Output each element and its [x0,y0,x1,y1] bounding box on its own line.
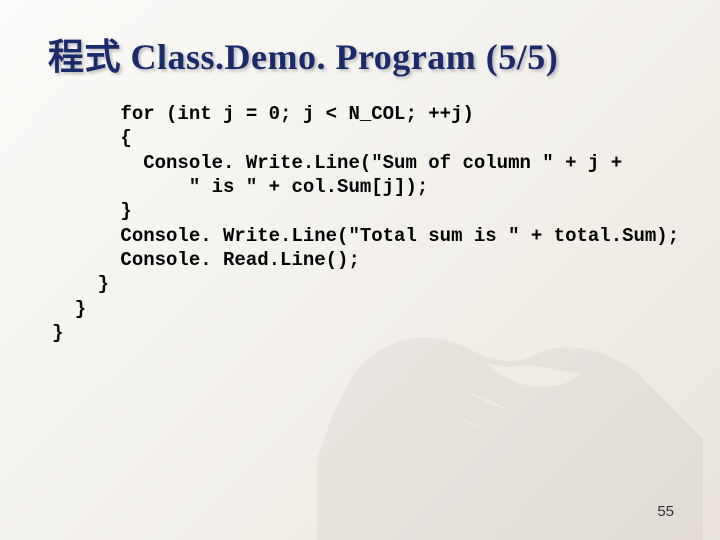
code-line: } [52,322,63,344]
code-line: { [52,127,132,149]
code-line: for (int j = 0; j < N_COL; ++j) [52,103,474,125]
code-line: Console. Write.Line("Total sum is " + to… [52,225,679,247]
code-line: Console. Write.Line("Sum of column " + j… [52,152,622,174]
code-line: } [52,298,86,320]
code-line: Console. Read.Line(); [52,249,360,271]
code-line: } [52,273,109,295]
code-line: " is " + col.Sum[j]); [52,176,428,198]
slide: 程式 Class.Demo. Program (5/5) for (int j … [0,0,720,540]
code-line: } [52,200,132,222]
code-block: for (int j = 0; j < N_COL; ++j) { Consol… [52,102,672,345]
page-number: 55 [657,503,674,520]
slide-title: 程式 Class.Demo. Program (5/5) [48,28,672,80]
